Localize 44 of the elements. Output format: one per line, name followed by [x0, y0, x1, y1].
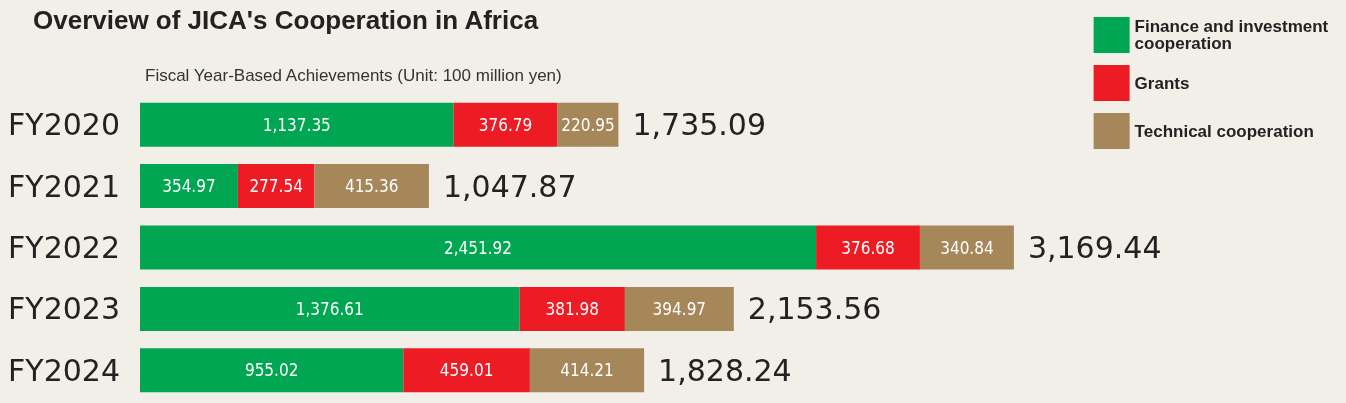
bar	[140, 286, 520, 331]
data-label: 354.97	[162, 176, 216, 197]
bar	[403, 348, 530, 393]
data-label: 220.95	[561, 114, 615, 135]
legend-label: Technical cooperation	[1134, 121, 1314, 141]
total-label: 1,047.87	[442, 168, 577, 204]
data-label: 955.02	[244, 360, 299, 381]
bar	[237, 164, 315, 209]
bar	[140, 164, 238, 209]
legend-label: Finance and investment cooperation	[1134, 17, 1334, 53]
data-label: 376.68	[841, 237, 895, 258]
data-label: 394.97	[652, 298, 707, 319]
bar	[140, 225, 817, 270]
legend-label: Grants	[1134, 73, 1190, 93]
total-label: 2,153.56	[747, 291, 882, 327]
bar	[529, 348, 645, 393]
chart-title: Overview of JICA's Cooperation in Africa	[33, 5, 539, 35]
data-label: 1,137.35	[262, 114, 331, 135]
y-tick-label: FY2021	[8, 168, 120, 204]
data-label: 277.54	[249, 176, 303, 197]
total-label: 3,169.44	[1027, 230, 1162, 265]
data-label: 414.21	[560, 360, 614, 381]
data-label: 415.36	[344, 176, 399, 197]
y-tick-label: FY2024	[8, 352, 120, 388]
data-label: 2,451.92	[443, 237, 513, 258]
y-tick-label: FY2023	[8, 291, 120, 327]
y-tick-label: FY2022	[8, 230, 120, 265]
bar	[453, 102, 558, 147]
bar	[140, 102, 454, 147]
y-tick-label: FY2020	[8, 107, 120, 143]
bar	[624, 286, 734, 331]
data-label: 376.79	[478, 114, 533, 135]
data-label: 459.01	[439, 360, 494, 381]
bar	[816, 225, 920, 270]
bar	[314, 164, 429, 209]
bar	[519, 286, 625, 331]
total-label: 1,828.24	[658, 352, 792, 388]
data-label: 381.98	[545, 298, 599, 319]
bar	[140, 348, 404, 393]
chart-subtitle: Fiscal Year-Based Achievements (Unit: 100 million yen)	[145, 66, 562, 85]
data-label: 340.84	[940, 237, 994, 258]
total-label: 1,735.09	[632, 107, 767, 143]
data-label: 1,376.61	[295, 298, 364, 319]
bar	[919, 225, 1014, 270]
